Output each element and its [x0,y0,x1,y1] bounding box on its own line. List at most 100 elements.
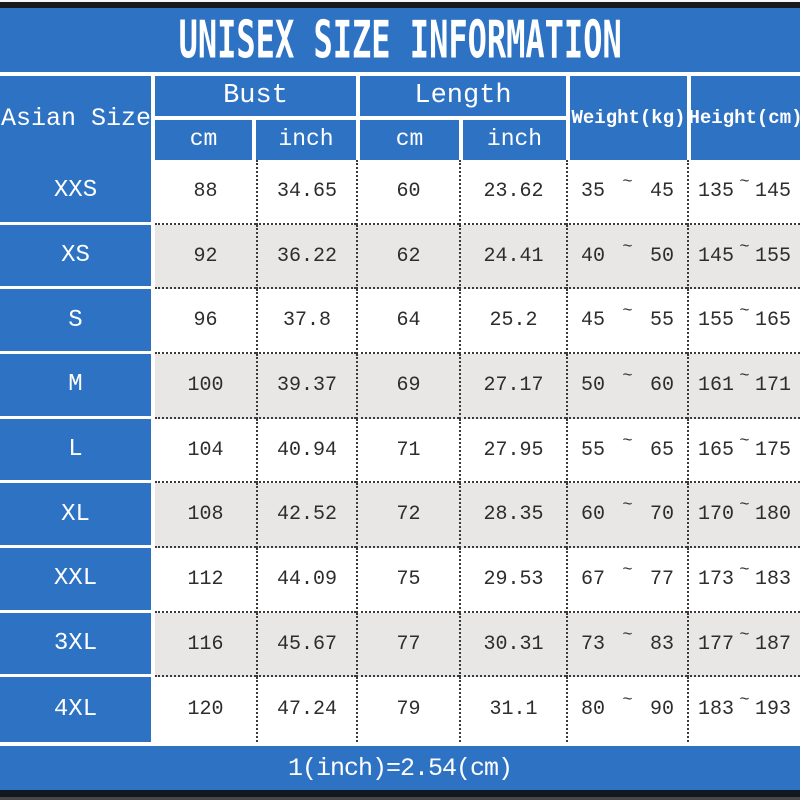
footer-gap [0,742,800,746]
bust-inch-cell: 47.24 [256,677,356,743]
length-cm-cell: 77 [356,612,459,678]
bust-cm-cell: 108 [155,483,256,549]
weight-max: 83 [649,632,674,656]
tilde-icon: ~ [622,172,633,192]
bust-inch-cell: 44.09 [256,548,356,613]
length-inch-cell: 27.17 [459,354,566,419]
height-max: 180 [754,503,791,527]
bust-cm-cell: 92 [155,224,256,290]
top-white-strip [0,0,800,2]
length-inch-cell: 28.35 [459,483,566,549]
footer-band: 1(inch)=2.54(cm) [0,746,800,790]
height-range-cell: 165 ~ 175 [687,418,800,484]
column-header-asian-size: Asian Size [0,76,155,160]
bust-inch-label: inch [252,120,356,160]
size-label-cell: M [0,354,155,419]
length-cm-cell: 64 [356,289,459,355]
tilde-icon: ~ [622,302,633,322]
height-range-cell: 183 ~ 193 [687,677,800,743]
table-row: 4XL 120 47.24 79 31.1 80 ~ 90 183 ~ 193 [0,677,800,743]
size-label-cell: XXL [0,548,155,613]
size-label-cell: XS [0,224,155,290]
bust-inch-cell: 45.67 [256,612,356,678]
column-group-length: Length cm inch [356,76,566,160]
height-min: 165 [698,438,735,462]
weight-min: 55 [581,438,606,462]
table-body: XXS 88 34.65 60 23.62 35 ~ 45 135 ~ 145 … [0,160,800,743]
height-min: 161 [698,373,735,397]
bottom-gray-strip [0,797,800,800]
weight-min: 60 [581,503,606,527]
length-inch-cell: 25.2 [459,289,566,355]
length-inch-cell: 29.53 [459,548,566,613]
height-min: 173 [698,567,735,591]
tilde-icon: ~ [739,431,750,451]
weight-max: 65 [649,438,674,462]
weight-range-cell: 67 ~ 77 [566,548,687,613]
top-black-bar [0,2,800,8]
tilde-icon: ~ [622,496,633,516]
tilde-icon: ~ [622,560,633,580]
table-row: XXL 112 44.09 75 29.53 67 ~ 77 173 ~ 183 [0,548,800,613]
height-min: 145 [698,244,735,268]
length-group-label: Length [360,76,566,120]
tilde-icon: ~ [622,625,633,645]
height-range-cell: 177 ~ 187 [687,612,800,678]
tilde-icon: ~ [739,302,750,322]
weight-max: 77 [649,567,674,591]
height-max: 193 [754,698,791,722]
weight-min: 35 [581,179,606,203]
height-max: 155 [754,244,791,268]
weight-range-cell: 55 ~ 65 [566,418,687,484]
bust-group-label: Bust [155,76,356,120]
height-min: 177 [698,632,735,656]
bust-subheader: cm inch [155,120,356,160]
tilde-icon: ~ [739,172,750,192]
table-header: Asian Size Bust cm inch Length cm inch W… [0,76,800,160]
table-row: S 96 37.8 64 25.2 45 ~ 55 155 ~ 165 [0,289,800,355]
tilde-icon: ~ [739,625,750,645]
weight-max: 70 [649,503,674,527]
size-label-cell: XXS [0,160,155,225]
page-title: UNISEX SIZE INFORMATION [178,9,622,71]
bust-cm-cell: 120 [155,677,256,743]
size-label-cell: 3XL [0,612,155,678]
bust-cm-cell: 116 [155,612,256,678]
divider-line [0,72,800,76]
column-header-height: Height(cm) [687,76,800,160]
length-subheader: cm inch [360,120,566,160]
bust-cm-cell: 112 [155,548,256,613]
length-cm-cell: 62 [356,224,459,290]
tilde-icon: ~ [622,691,633,711]
weight-range-cell: 50 ~ 60 [566,354,687,419]
column-group-bust: Bust cm inch [155,76,356,160]
bust-cm-cell: 96 [155,289,256,355]
table-row: L 104 40.94 71 27.95 55 ~ 65 165 ~ 175 [0,418,800,484]
size-label-cell: 4XL [0,677,155,743]
weight-min: 67 [581,567,606,591]
height-max: 165 [754,309,791,333]
length-cm-cell: 69 [356,354,459,419]
height-min: 155 [698,309,735,333]
bust-inch-cell: 37.8 [256,289,356,355]
length-cm-cell: 71 [356,418,459,484]
length-cm-cell: 60 [356,160,459,225]
weight-max: 55 [649,309,674,333]
weight-range-cell: 35 ~ 45 [566,160,687,225]
table-row: M 100 39.37 69 27.17 50 ~ 60 161 ~ 171 [0,354,800,419]
tilde-icon: ~ [739,237,750,257]
length-inch-cell: 30.31 [459,612,566,678]
weight-range-cell: 60 ~ 70 [566,483,687,549]
bust-inch-cell: 40.94 [256,418,356,484]
bust-inch-cell: 39.37 [256,354,356,419]
bust-inch-cell: 42.52 [256,483,356,549]
tilde-icon: ~ [739,366,750,386]
length-inch-label: inch [459,120,566,160]
height-range-cell: 161 ~ 171 [687,354,800,419]
weight-min: 50 [581,373,606,397]
bust-cm-cell: 104 [155,418,256,484]
tilde-icon: ~ [739,496,750,516]
size-label-cell: XL [0,483,155,549]
table-row: XXS 88 34.65 60 23.62 35 ~ 45 135 ~ 145 [0,160,800,225]
